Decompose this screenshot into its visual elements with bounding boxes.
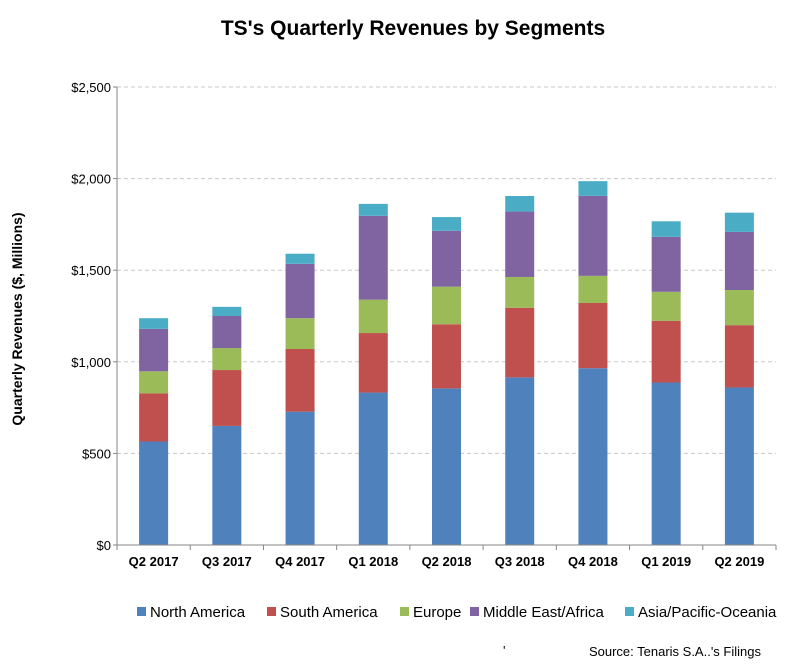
- bar-segment: [505, 211, 535, 277]
- x-tick-label: Q2 2017: [129, 554, 179, 569]
- bar-segment: [578, 302, 608, 369]
- bar-segment: [139, 371, 169, 394]
- x-tick-label: Q2 2019: [714, 554, 764, 569]
- bar-segment: [358, 392, 388, 545]
- legend-label: Middle East/Africa: [483, 604, 605, 621]
- bar-segment: [212, 425, 242, 545]
- chart-title: TS's Quarterly Revenues by Segments: [221, 17, 605, 40]
- x-tick-label: Q1 2018: [348, 554, 398, 569]
- legend-swatch: [137, 607, 146, 616]
- bar-segment: [432, 217, 461, 231]
- bar-segment: [285, 411, 315, 545]
- legend-swatch: [470, 607, 479, 616]
- bar-segment: [724, 212, 754, 232]
- bar-segment: [505, 377, 535, 545]
- bar-segment: [139, 441, 169, 545]
- bar-segment: [212, 348, 242, 371]
- bar-segment: [505, 307, 535, 378]
- bars: [139, 181, 754, 545]
- legend-swatch: [625, 607, 634, 616]
- bar-segment: [578, 181, 608, 196]
- bar-segment: [651, 320, 681, 383]
- legend-label: North America: [150, 604, 246, 621]
- x-axis-ticks: Q2 2017 Q3 2017 Q4 2017 Q1 2018 Q2 2018 Q3 20…: [129, 554, 765, 569]
- y-tick-label: $1,500: [71, 263, 111, 278]
- y-tick-label: $0: [97, 538, 111, 553]
- bar-segment: [139, 328, 169, 372]
- bar-segment: [505, 276, 535, 308]
- bar-segment: [505, 196, 535, 212]
- y-tick-label: $500: [82, 446, 111, 461]
- legend-swatch: [267, 607, 276, 616]
- bar-segment: [724, 325, 754, 388]
- bar-segment: [139, 393, 169, 442]
- legend-label: Asia/Pacific-Oceania: [638, 604, 777, 621]
- bar-segment: [432, 324, 461, 389]
- bar-segment: [358, 333, 388, 393]
- bar-segment: [651, 221, 681, 237]
- bar-segment: [285, 348, 315, 412]
- bar-segment: [724, 289, 754, 326]
- bar-segment: [651, 291, 681, 321]
- x-tick-label: Q3 2017: [202, 554, 252, 569]
- y-tick-label: $2,500: [71, 80, 111, 95]
- bar-segment: [358, 215, 388, 300]
- stray-mark: ': [503, 643, 505, 658]
- bar-segment: [358, 203, 388, 216]
- bar-segment: [212, 306, 242, 316]
- bar-segment: [432, 230, 461, 287]
- source-note: Source: Tenaris S.A..'s Filings: [589, 644, 762, 659]
- bar-segment: [139, 318, 169, 329]
- y-tick-label: $2,000: [71, 172, 111, 187]
- bar-segment: [285, 263, 315, 319]
- bar-segment: [358, 299, 388, 334]
- bar-segment: [578, 368, 608, 545]
- x-tick-label: Q3 2018: [495, 554, 545, 569]
- bar-segment: [432, 286, 461, 325]
- legend: North America South America Europe Middle E…: [137, 604, 777, 621]
- y-tick-label: $1,000: [71, 355, 111, 370]
- x-tick-label: Q1 2019: [641, 554, 691, 569]
- bar-segment: [212, 370, 242, 426]
- bar-segment: [578, 195, 608, 276]
- y-axis-ticks: $0 $500 $1,000 $1,500 $2,000 $2,500: [71, 80, 111, 553]
- bar-segment: [285, 318, 315, 349]
- bar-segment: [432, 388, 461, 545]
- x-tick-label: Q4 2017: [275, 554, 325, 569]
- bar-segment: [724, 387, 754, 545]
- y-axis-label: Quarterly Revenues ($, Millions): [9, 212, 25, 425]
- bar-segment: [285, 253, 315, 264]
- bar-segment: [724, 231, 754, 290]
- legend-label: Europe: [413, 604, 461, 621]
- x-tick-label: Q4 2018: [568, 554, 618, 569]
- legend-label: South America: [280, 604, 378, 621]
- bar-segment: [578, 275, 608, 303]
- legend-swatch: [400, 607, 409, 616]
- bar-segment: [651, 382, 681, 545]
- axes: [113, 86, 777, 550]
- bar-segment: [212, 316, 242, 349]
- bar-segment: [651, 236, 681, 292]
- x-tick-label: Q2 2018: [422, 554, 472, 569]
